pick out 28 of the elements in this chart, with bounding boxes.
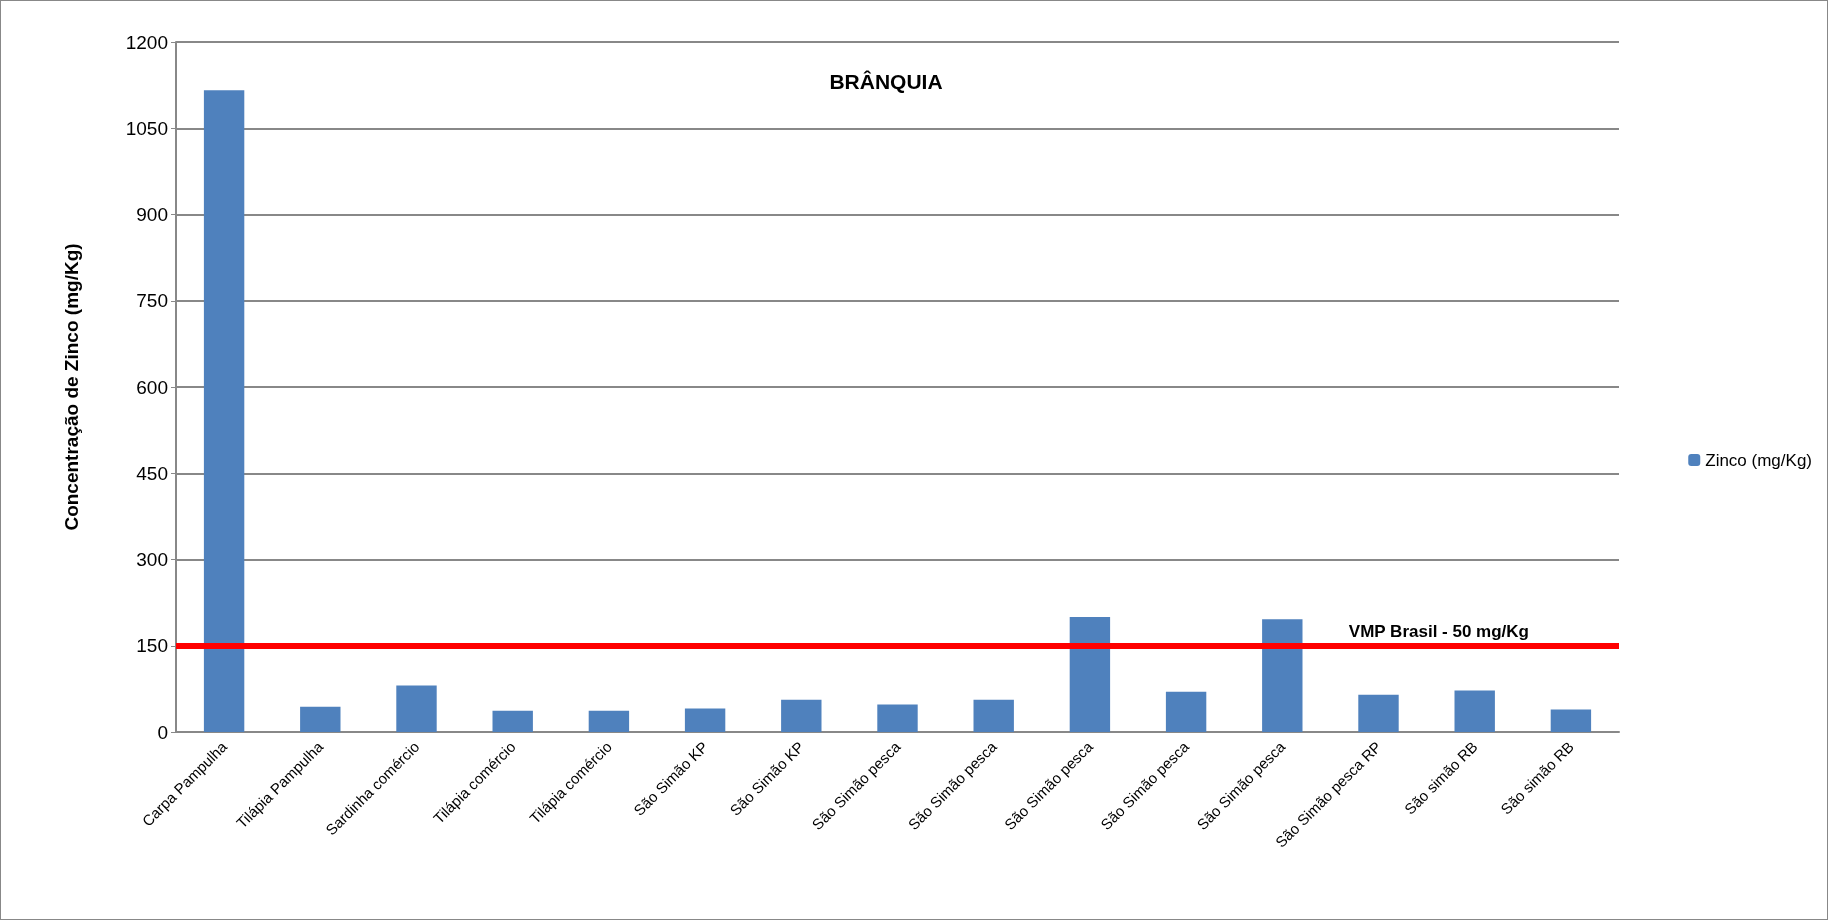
- y-tick-label: 300: [136, 549, 168, 570]
- bar: [300, 706, 341, 732]
- y-tick-label: 0: [157, 721, 168, 743]
- bar: [877, 704, 918, 732]
- bar: [1550, 709, 1592, 732]
- bar: [1069, 617, 1111, 732]
- y-tick-label: 900: [136, 204, 168, 225]
- y-axis-title: Concentração de Zinco (mg/Kg): [61, 243, 82, 531]
- bar: [1454, 690, 1495, 732]
- y-tick-label: 1200: [125, 31, 168, 53]
- y-tick-label: 150: [136, 635, 168, 657]
- y-tick-label: 1050: [125, 117, 168, 139]
- bar: [781, 699, 822, 732]
- bar: [492, 710, 533, 732]
- y-tick-label: 600: [136, 376, 168, 398]
- y-tick-label: 450: [136, 462, 168, 484]
- bar: [684, 708, 726, 732]
- bar: [203, 90, 245, 732]
- text: BRÂNQUIA: [829, 70, 943, 93]
- y-tick-label: 750: [136, 290, 168, 312]
- bar: [1165, 691, 1207, 732]
- bar: [396, 685, 437, 732]
- bar: [973, 699, 1014, 732]
- legend-label: Zinco (mg/Kg): [1705, 450, 1812, 470]
- bar: [588, 710, 630, 732]
- bar: [1262, 619, 1303, 732]
- ref-line-label: VMP Brasil - 50 mg/Kg: [1348, 621, 1529, 641]
- bar: [1358, 694, 1399, 732]
